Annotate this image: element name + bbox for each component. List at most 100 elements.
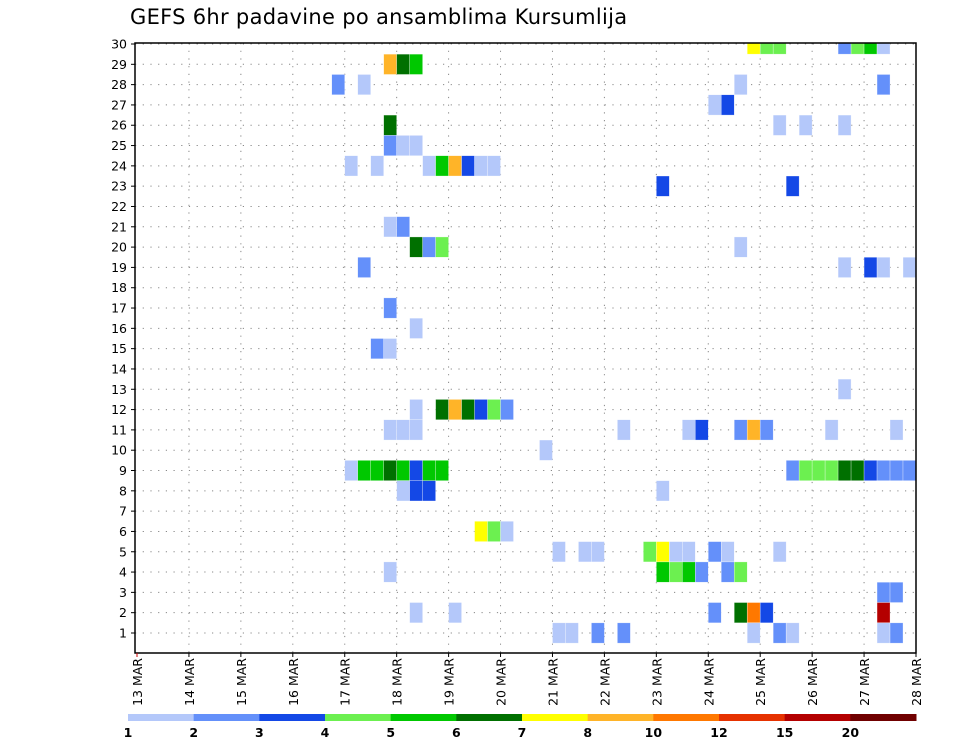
legend-label: 10 bbox=[645, 725, 663, 740]
heatmap-cell bbox=[500, 521, 514, 542]
heatmap-cell bbox=[448, 602, 462, 624]
legend-label: 1 bbox=[124, 725, 133, 740]
legend-swatch bbox=[784, 714, 851, 721]
x-tick-label: 26 MAR bbox=[805, 658, 820, 706]
heatmap-cell bbox=[409, 480, 423, 502]
heatmap-cell bbox=[487, 521, 501, 542]
y-tick-label: 18 bbox=[111, 280, 127, 295]
heatmap-cell bbox=[370, 460, 384, 481]
legend-swatch bbox=[719, 714, 786, 721]
heatmap-cell bbox=[461, 155, 475, 177]
y-tick-label: 4 bbox=[119, 565, 127, 580]
x-axis-ticks: 13 MAR 14 MAR 15 MAR 16 MAR 17 MAR 18 MAR 19 M… bbox=[130, 653, 924, 706]
heatmap-cell bbox=[876, 602, 891, 624]
heatmap-cell bbox=[357, 74, 371, 96]
x-tick-label: 19 MAR bbox=[442, 658, 457, 706]
heatmap-cell bbox=[682, 541, 696, 563]
heatmap-cell bbox=[409, 135, 423, 156]
y-tick-label: 1 bbox=[119, 625, 127, 640]
heatmap-cell bbox=[357, 460, 371, 481]
y-tick-label: 8 bbox=[119, 483, 127, 498]
heatmap-cell bbox=[370, 338, 384, 360]
y-tick-label: 30 bbox=[111, 37, 127, 52]
heatmap-cell bbox=[331, 74, 345, 96]
x-tick-label: 17 MAR bbox=[338, 658, 353, 706]
heatmap-cell bbox=[487, 399, 501, 420]
heatmap-cell bbox=[772, 541, 787, 563]
heatmap-cell bbox=[539, 439, 553, 461]
heatmap-cell bbox=[578, 541, 592, 563]
heatmap-cell bbox=[643, 541, 657, 563]
heatmap-cell bbox=[759, 419, 774, 441]
heatmap-cell bbox=[811, 460, 826, 481]
heatmap-cell bbox=[396, 53, 410, 75]
heatmap-cell bbox=[552, 541, 566, 563]
heatmap-cell bbox=[435, 236, 449, 258]
y-tick-label: 20 bbox=[111, 240, 127, 255]
y-tick-label: 11 bbox=[111, 422, 127, 437]
heatmap-cell bbox=[357, 257, 371, 278]
heatmap-cell bbox=[591, 541, 605, 563]
heatmap-cell bbox=[746, 419, 761, 441]
heatmap-cell bbox=[617, 419, 631, 441]
heatmap-cell bbox=[435, 155, 449, 177]
legend-label: 12 bbox=[710, 725, 727, 740]
heatmap-cell bbox=[435, 460, 449, 481]
heatmap-cell bbox=[798, 114, 813, 136]
x-tick-label: 24 MAR bbox=[701, 658, 716, 706]
y-tick-label: 12 bbox=[111, 402, 127, 417]
legend-swatch bbox=[390, 714, 457, 721]
heatmap-cell bbox=[721, 94, 735, 116]
heatmap-cell bbox=[383, 297, 397, 319]
y-tick-label: 9 bbox=[119, 463, 127, 478]
y-tick-label: 19 bbox=[111, 260, 127, 275]
heatmap-cell bbox=[656, 480, 670, 502]
heatmap-cell bbox=[669, 541, 683, 563]
legend-label: 15 bbox=[776, 725, 793, 740]
heatmap-cell bbox=[383, 216, 397, 238]
heatmap-cell bbox=[409, 236, 423, 258]
y-tick-label: 14 bbox=[111, 361, 127, 376]
legend-swatch bbox=[653, 714, 720, 721]
y-tick-label: 6 bbox=[119, 524, 127, 539]
color-legend: 1 2 3 4 5 6 7 8 10 12 15 20 bbox=[124, 714, 917, 740]
heatmap-cell bbox=[669, 561, 683, 583]
heatmap-cell bbox=[785, 460, 800, 481]
legend-label: 8 bbox=[583, 725, 592, 740]
heatmap-cell bbox=[422, 236, 436, 258]
heatmap-cell bbox=[565, 622, 579, 644]
y-tick-label: 26 bbox=[111, 118, 127, 133]
x-tick-label: 20 MAR bbox=[494, 658, 509, 706]
heatmap-cell bbox=[876, 257, 891, 278]
x-tick-label: 16 MAR bbox=[286, 658, 301, 706]
heatmap-cells bbox=[331, 42, 917, 644]
heatmap-cell bbox=[344, 155, 358, 177]
heatmap-cell bbox=[474, 521, 488, 542]
legend-label: 5 bbox=[386, 725, 395, 740]
heatmap-cell bbox=[396, 216, 410, 238]
heatmap-cell bbox=[837, 378, 852, 400]
heatmap-cell bbox=[733, 419, 748, 441]
heatmap-cell bbox=[474, 399, 488, 420]
heatmap-cell bbox=[824, 419, 839, 441]
heatmap-cell bbox=[850, 460, 865, 481]
x-tick-label: 15 MAR bbox=[234, 658, 249, 706]
y-tick-label: 17 bbox=[111, 301, 127, 316]
heatmap-cell bbox=[409, 399, 423, 420]
heatmap-cell bbox=[500, 399, 514, 420]
heatmap-cell bbox=[383, 419, 397, 441]
legend-label: 7 bbox=[518, 725, 527, 740]
heatmap-cell bbox=[409, 602, 423, 624]
heatmap-cell bbox=[772, 114, 787, 136]
heatmap-cell bbox=[422, 480, 436, 502]
heatmap-cell bbox=[746, 602, 761, 624]
heatmap-cell bbox=[695, 561, 709, 583]
heatmap-cell bbox=[721, 541, 735, 563]
heatmap-cell bbox=[656, 541, 670, 563]
heatmap-cell bbox=[733, 561, 748, 583]
y-axis-ticks: 1234567891011121314151617181920212223242… bbox=[111, 37, 135, 640]
heatmap-cell bbox=[721, 561, 735, 583]
heatmap-cell bbox=[708, 602, 722, 624]
y-tick-label: 10 bbox=[111, 443, 127, 458]
